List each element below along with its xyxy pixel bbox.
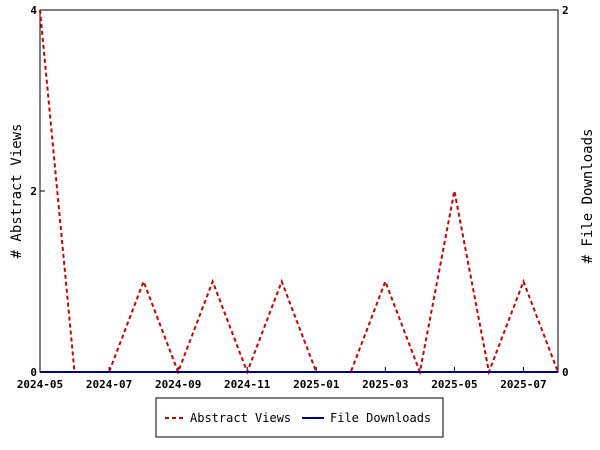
x-tick-label: 2024-07 — [86, 378, 132, 391]
y-axis-right-title: # File Downloads — [580, 129, 596, 264]
x-tick-label: 2025-03 — [362, 378, 408, 391]
legend-label-file-downloads: File Downloads — [330, 411, 431, 425]
x-tick-label: 2024-11 — [224, 378, 271, 391]
x-axis-ticks: 2024-05 2024-07 2024-09 2024-11 2025-01 2025-… — [17, 367, 547, 391]
y-left-tick-label: 4 — [30, 4, 37, 17]
y-right-tick-label: 0 — [562, 366, 569, 379]
x-tick-label: 2025-07 — [500, 378, 546, 391]
y-left-tick-label: 0 — [30, 366, 37, 379]
x-tick-label: 2025-01 — [293, 378, 340, 391]
x-tick-label: 2024-05 — [17, 378, 63, 391]
y-right-tick-label: 2 — [562, 4, 569, 17]
plot-area — [39, 9, 559, 373]
legend-box — [155, 397, 444, 438]
series-line-abstract-views — [39, 9, 559, 376]
legend-label-abstract-views: Abstract Views — [190, 411, 291, 425]
legend: Abstract Views File Downloads — [155, 397, 444, 438]
series-layer — [39, 9, 559, 376]
y-axis-left-title: # Abstract Views — [9, 124, 25, 259]
y-left-tick-label: 2 — [30, 185, 37, 198]
x-tick-label: 2024-09 — [155, 378, 201, 391]
x-tick-label: 2025-05 — [431, 378, 477, 391]
